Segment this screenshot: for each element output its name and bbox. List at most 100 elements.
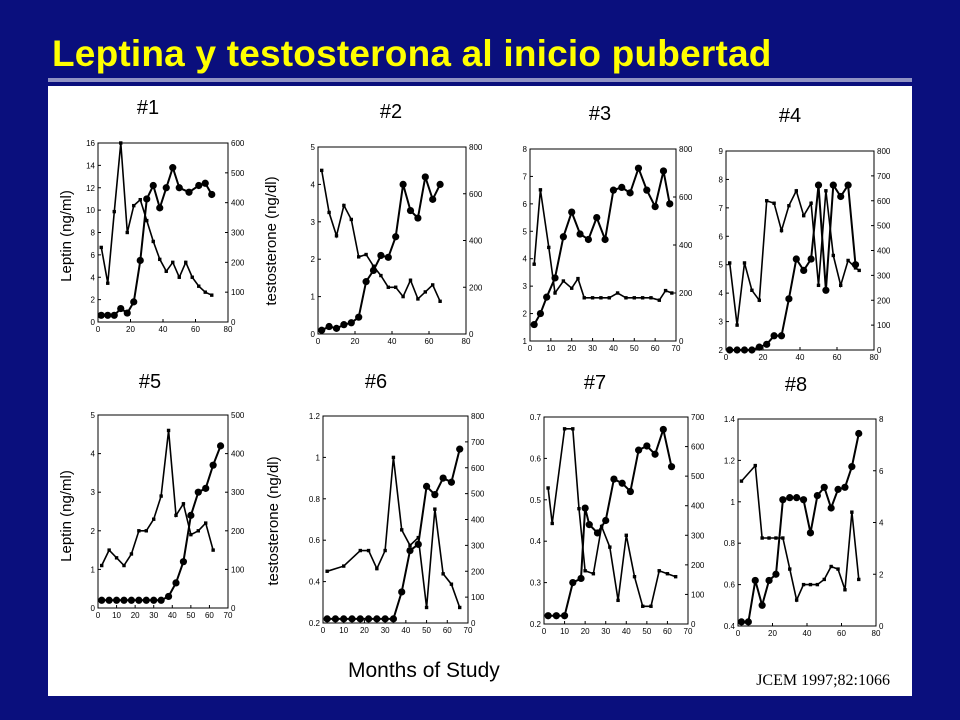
testosterone-point [334,234,339,238]
y-tick-label: 4 [719,289,724,298]
leptin-point [536,309,545,318]
leptin-point [577,574,585,583]
y-tick-label: 2 [719,346,724,355]
y2-tick-label: 600 [469,190,483,199]
y-tick-label: 4 [523,255,528,264]
leptin-point [201,179,209,187]
testosterone-series-line [326,457,461,608]
leptin-point [758,601,766,609]
x-tick-label: 50 [186,611,195,620]
testosterone-point [739,479,744,483]
leptin-point [543,293,551,301]
panel-label: #4 [779,105,801,127]
testosterone-point [364,252,368,257]
testosterone-point [753,463,757,468]
y2-tick-label: 500 [877,222,891,231]
y-tick-label: 0 [311,330,316,339]
x-tick-label: 10 [560,627,569,636]
testosterone-point [665,572,670,576]
y2-tick-label: 200 [231,527,245,536]
chart-panel-7: #7 0 10 20 30 40 50 60 70 0.2 0.3 0.4 0.5 0.6 0.7 0 100 2… [530,372,705,636]
leptin-point [785,295,793,303]
y2-tick-label: 2 [879,570,884,579]
testosterone-point [158,257,162,262]
testosterone-point [787,204,791,208]
leptin-point [666,200,674,208]
testosterone-point [624,533,628,537]
testosterone-point [801,582,806,587]
leptin-point [195,181,203,190]
leptin-point [105,596,113,604]
testosterone-point [122,563,126,568]
testosterone-point [816,283,821,288]
testosterone-point [174,513,178,518]
testosterone-point [112,209,116,214]
leptin-testosterone-figure: #10 20 40 60 8002468101214160100200300400500… [58,97,891,638]
y2-tick-label: 4 [879,519,884,528]
testosterone-point [815,582,820,587]
testosterone-point [657,569,661,573]
y2-tick-label: 600 [877,197,891,206]
y2-tick-label: 0 [679,337,684,346]
y2-tick-label: 800 [471,412,485,421]
testosterone-point [772,201,776,205]
y-tick-label: 10 [86,206,95,215]
y-tick-label: 6 [719,232,724,241]
x-tick-label: 50 [630,344,639,353]
testosterone-point [843,588,847,592]
testosterone-point [100,563,104,568]
x-tick-label: 0 [96,325,101,334]
y2-tick-label: 400 [471,516,485,525]
testosterone-point [177,275,181,279]
x-tick-label: 40 [796,353,805,362]
y2-tick-label: 400 [231,450,245,459]
leptin-point [377,251,385,260]
leptin-point [164,592,173,601]
leptin-point [626,487,635,496]
leptin-point [777,332,786,340]
testosterone-point [137,529,141,533]
x-tick-label: 20 [759,353,768,362]
panel-label: #1 [137,97,159,119]
leptin-point [384,253,392,261]
y2-tick-label: 200 [469,283,483,292]
leptin-point [667,463,676,471]
leptin-point [392,233,400,241]
leptin-point [340,321,348,329]
testosterone-point [166,428,171,433]
x-tick-label: 40 [609,344,618,353]
y-tick-label: 0.7 [530,413,542,422]
testosterone-point [408,278,413,282]
right-axis-caption-bottom: testosterone (ng/dl) [265,456,282,585]
testosterone-point [728,261,732,265]
y2-tick-label: 0 [471,619,476,628]
leptin-point [110,311,118,319]
leptin-point [120,596,128,604]
x-tick-label: 20 [360,626,369,635]
testosterone-point [632,574,637,579]
testosterone-point [547,245,551,250]
testosterone-point [197,284,201,288]
y-tick-label: 2 [91,527,96,536]
x-tick-label: 0 [736,629,741,638]
leptin-point [848,463,856,471]
testosterone-point [607,296,611,300]
testosterone-point [379,273,383,278]
y-tick-label: 5 [523,227,528,236]
testosterone-point [416,297,420,301]
testosterone-point [767,536,771,540]
leptin-point [740,346,749,354]
testosterone-point [386,285,390,289]
leptin-point [584,235,593,244]
x-tick-label: 70 [684,627,693,636]
y2-tick-label: 800 [469,143,483,152]
panel-label: #8 [785,374,807,396]
testosterone-point [750,288,754,292]
x-tick-label: 30 [149,611,158,620]
x-tick-label: 30 [601,627,610,636]
x-tick-label: 60 [833,353,842,362]
leptin-point [568,208,576,216]
leptin-point [844,181,852,189]
x-tick-label: 80 [462,337,471,346]
leptin-point [569,579,577,587]
